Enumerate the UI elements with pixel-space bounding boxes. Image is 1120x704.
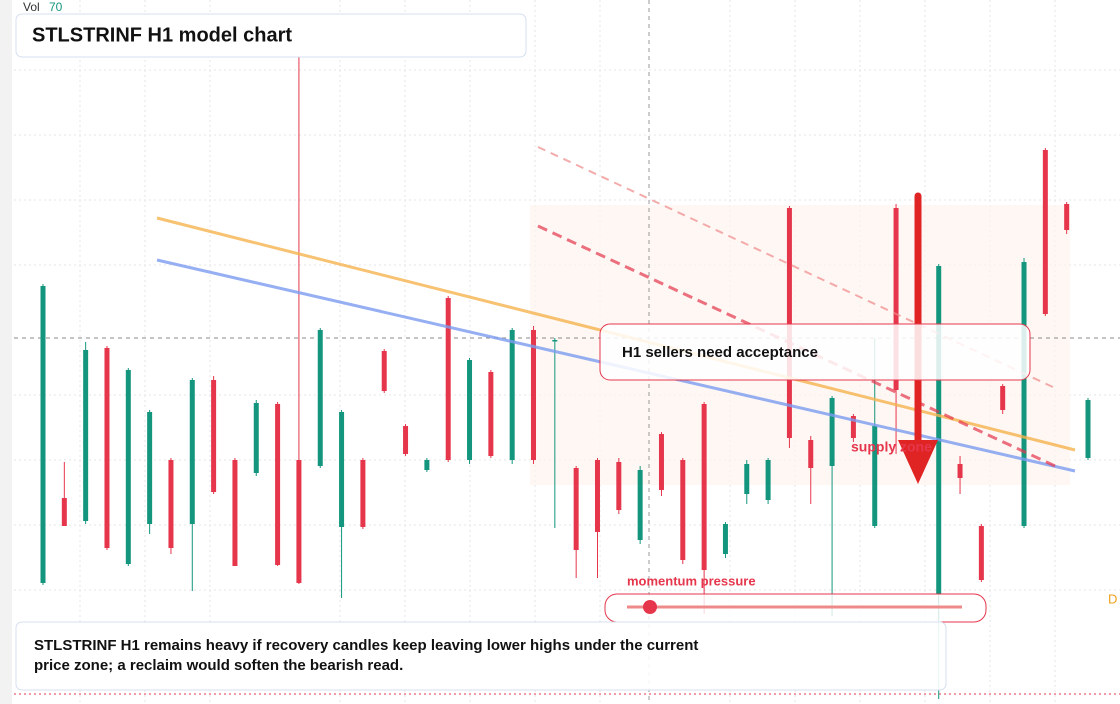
candle-body (637, 470, 643, 540)
candle-body (232, 460, 238, 566)
candle-body (381, 351, 387, 391)
volume-label: Vol (23, 0, 40, 14)
candle-body (509, 330, 515, 460)
candle-body (360, 460, 366, 527)
arrow-head (898, 440, 938, 484)
callout-box (599, 323, 1031, 381)
candles (40, 40, 1091, 699)
note-wrap: STLSTRINF H1 remains heavy if recovery c… (34, 637, 699, 674)
candle-body (275, 404, 281, 565)
candle-body (83, 350, 89, 521)
candle-body (104, 348, 110, 548)
candle-body (339, 412, 345, 527)
candle-body (658, 434, 664, 490)
candle-body (488, 372, 494, 456)
left-strip (0, 0, 12, 704)
candle-body (147, 412, 153, 524)
candle-body (211, 380, 217, 492)
candle-body (744, 464, 750, 494)
trend-line (537, 146, 1056, 389)
candle-body (680, 460, 686, 560)
candle-body (424, 460, 430, 470)
candle-body (445, 298, 451, 460)
candle-body (1064, 204, 1070, 230)
candle-body (936, 266, 942, 594)
candle-body (531, 330, 537, 460)
note: STLSTRINF H1 remains heavy if recovery c… (34, 637, 699, 674)
candle-body (829, 398, 835, 466)
candle-body (573, 468, 579, 550)
candle-body (893, 208, 899, 390)
title-box (15, 13, 527, 58)
candle-body (808, 440, 814, 468)
candle-body (1000, 386, 1006, 410)
candle-body (1021, 262, 1027, 526)
candle-body (786, 208, 792, 438)
slider-label: momentum pressure (627, 573, 756, 588)
candle-body (40, 286, 46, 583)
candle-body (189, 380, 195, 524)
callout: H1 sellers need acceptance (622, 344, 818, 361)
chart-title: STLSTRINF H1 model chart (32, 24, 292, 46)
candle-body (616, 462, 622, 510)
candle-body (317, 330, 323, 466)
edge-label: D (1108, 591, 1117, 606)
candle-body (850, 416, 856, 438)
candle-body (253, 403, 259, 473)
candle-body (872, 426, 878, 526)
candle-body (978, 526, 984, 580)
candle-body (701, 404, 707, 570)
candle-body (594, 460, 600, 532)
zone-label: supply zone (851, 439, 932, 455)
candle-body (1085, 400, 1091, 458)
candle-body (1042, 150, 1048, 314)
candle-body (722, 524, 728, 554)
candle-body (957, 464, 963, 478)
note-box (15, 621, 947, 691)
candle-body (168, 460, 174, 548)
volume-value: 70 (49, 0, 63, 14)
candle-body (765, 460, 771, 500)
candle-body (403, 426, 409, 454)
candle-body (125, 370, 131, 564)
candle-body (552, 340, 558, 342)
candle-body (467, 360, 473, 460)
candle-body (296, 460, 302, 583)
candle-body (61, 498, 67, 526)
slider-knob[interactable] (643, 600, 657, 614)
